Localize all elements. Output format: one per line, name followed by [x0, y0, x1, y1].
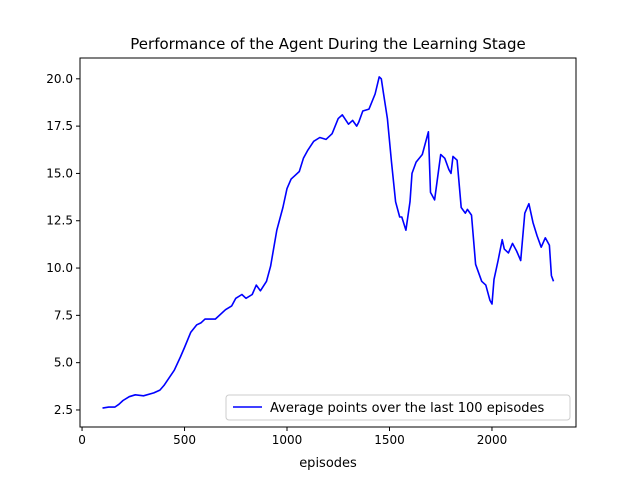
y-tick-label: 10.0: [46, 261, 73, 275]
y-tick-label: 17.5: [46, 119, 73, 133]
x-tick-label: 0: [78, 433, 86, 447]
x-tick-label: 2000: [477, 433, 508, 447]
y-tick-label: 20.0: [46, 72, 73, 86]
x-tick-label: 1000: [272, 433, 303, 447]
y-tick-label: 2.5: [54, 403, 73, 417]
axes: 0 500 1000 1500 2000 2.5 5.0 7.5 10.0 12.5 15.0 17.…: [46, 57, 577, 447]
plot-area: [102, 76, 555, 409]
legend: Average points over the last 100 episode…: [225, 394, 571, 421]
legend-frame: [225, 394, 571, 421]
y-tick-label: 15.0: [46, 166, 73, 180]
x-tick-label: 500: [173, 433, 196, 447]
y-tick-label: 12.5: [46, 214, 73, 228]
y-tick-label: 5.0: [54, 356, 73, 370]
axes-frame: [79, 57, 577, 428]
x-tick-label: 1500: [374, 433, 405, 447]
x-axis-label: episodes: [299, 456, 357, 471]
legend-label: Average points over the last 100 episode…: [270, 401, 545, 416]
chart-title: Performance of the Agent During the Lear…: [130, 35, 525, 53]
y-tick-label: 7.5: [54, 308, 73, 322]
series-line-0: [102, 76, 555, 409]
